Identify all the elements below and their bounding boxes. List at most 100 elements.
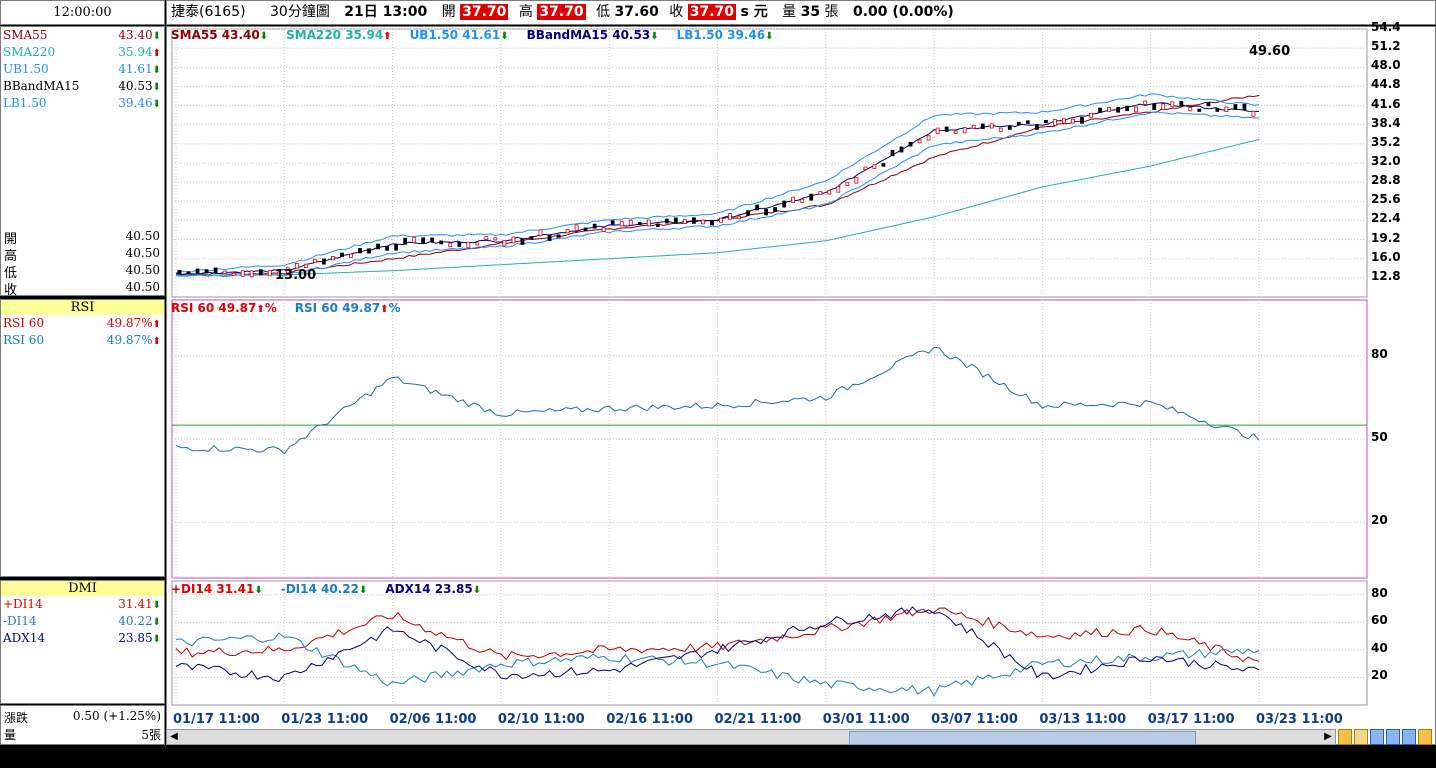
arrow-up-icon: ⬆ [152, 336, 161, 347]
indicator-name: RSI 60 [3, 316, 45, 330]
candle [728, 213, 732, 220]
arrow-down-icon: ⬇ [152, 31, 161, 42]
candle [466, 241, 471, 249]
candle [484, 236, 489, 241]
candle [1125, 105, 1130, 112]
series-line-di14 [175, 607, 1260, 663]
candle [1215, 107, 1220, 112]
series-line-lb150 [175, 111, 1259, 278]
vol-label: 量 [4, 728, 17, 742]
x-tick-label: 01/17 11:00 [173, 712, 260, 727]
y-tick-label: 60 [1371, 613, 1388, 628]
grid-icon[interactable] [1386, 729, 1400, 745]
candle [800, 198, 805, 203]
change-value: 0.00 (0.00%) [853, 4, 954, 20]
change-summary: 0.50 (+1.25%) [72, 709, 161, 723]
candle [854, 177, 859, 184]
candle [1025, 120, 1030, 124]
candle [845, 181, 850, 186]
candle [574, 224, 579, 231]
y-tick-label: 12.8 [1371, 268, 1401, 283]
candle [222, 270, 227, 275]
charts-svg[interactable] [167, 27, 1436, 746]
legend-entry: ADX14 23.85⬇ [385, 582, 482, 596]
candle [782, 200, 787, 208]
candle [908, 141, 913, 147]
high-label: 高 [518, 4, 533, 20]
volume-unit: 張 [824, 4, 839, 20]
scroll-right-button[interactable]: ▶ [1324, 731, 1332, 742]
candle [321, 258, 326, 265]
arrow-down-icon: ⬇ [152, 617, 161, 628]
scroll-thumb[interactable] [849, 731, 1196, 745]
left-indicator-row: SMA220 35.94⬆ [1, 44, 164, 61]
series-line-rsi60 [175, 346, 1260, 455]
candle [610, 220, 615, 225]
legend-entry: LB1.50 39.46⬇ [676, 28, 774, 42]
candle [385, 246, 389, 251]
y-tick-label: 22.4 [1371, 211, 1401, 226]
candle [493, 237, 498, 241]
scrollbar[interactable]: ◀ ▶ [166, 729, 1336, 745]
indicator-name: SMA220 [3, 45, 56, 59]
series-line-ub150 [175, 93, 1260, 274]
candle [809, 193, 814, 201]
high-value: 37.70 [537, 4, 586, 20]
crosshair-icon[interactable] [1370, 729, 1384, 745]
dmi-title: DMI [1, 581, 164, 596]
settings-icon[interactable] [1418, 729, 1432, 745]
candle [664, 218, 669, 224]
arrow-down-icon: ⬇ [152, 99, 161, 110]
x-tick-label: 03/13 11:00 [1039, 712, 1127, 727]
zoom-out-icon[interactable] [1354, 729, 1368, 745]
legend-entry: -DI14 40.22⬇ [280, 582, 368, 596]
candle [836, 185, 841, 193]
candle [692, 217, 696, 224]
legend-entry: +DI14 31.41⬇ [171, 582, 263, 596]
legend-entry: SMA220 35.94⬆ [286, 28, 392, 42]
y-tick-label: 38.4 [1371, 115, 1401, 130]
fit-icon[interactable] [1402, 729, 1416, 745]
candle [258, 269, 263, 276]
zoom-in-icon[interactable] [1338, 729, 1352, 745]
low-value: 37.60 [614, 4, 659, 20]
candle [710, 220, 714, 226]
candle [646, 219, 651, 227]
candle [475, 242, 480, 246]
candle [1116, 107, 1120, 113]
candle [619, 221, 624, 227]
high-annotation: 49.60 [1249, 44, 1291, 59]
period-label[interactable]: 30分鐘圖 [270, 4, 330, 20]
candle [1242, 103, 1247, 111]
arrow-down-icon: ⬇ [765, 31, 774, 42]
indicator-name: LB1.50 [3, 96, 47, 110]
left-dmi-panel: DMI +DI14 31.41⬇ -DI14 40.22⬇ ADX14 23.85⬇ [0, 580, 165, 704]
candle [890, 149, 895, 157]
y-tick-label: 35.2 [1371, 134, 1401, 149]
low-annotation: 13.00 [275, 268, 317, 283]
y-tick-label: 16.0 [1371, 249, 1401, 264]
y-tick-label: 50 [1371, 430, 1388, 444]
open-value: 37.70 [460, 4, 509, 20]
candle [1089, 112, 1093, 118]
candle [673, 217, 678, 224]
candle [367, 248, 371, 254]
open-label: 開 [441, 4, 456, 20]
scroll-left-button[interactable]: ◀ [170, 731, 178, 742]
candle [791, 196, 796, 203]
arrow-down-icon: ⬇ [254, 585, 263, 596]
ohlc-value: 40.50 [125, 229, 160, 243]
candle [628, 219, 633, 226]
y-tick-label: 80 [1371, 346, 1388, 361]
y-tick-label: 41.6 [1371, 96, 1401, 111]
candle [899, 146, 904, 153]
left-indicator-row: +DI14 31.41⬇ [1, 596, 164, 613]
stock-name[interactable]: 捷泰(6165) [171, 4, 246, 20]
left-indicator-row: BBandMA15 40.53⬇ [1, 78, 164, 95]
left-indicator-row: SMA55 43.40⬇ [1, 27, 164, 44]
candle [746, 210, 750, 216]
indicator-value: 49.87%⬆ [106, 333, 161, 347]
left-indicator-row: LB1.50 39.46⬇ [1, 95, 164, 112]
candle [303, 263, 308, 268]
candle [1161, 103, 1166, 110]
